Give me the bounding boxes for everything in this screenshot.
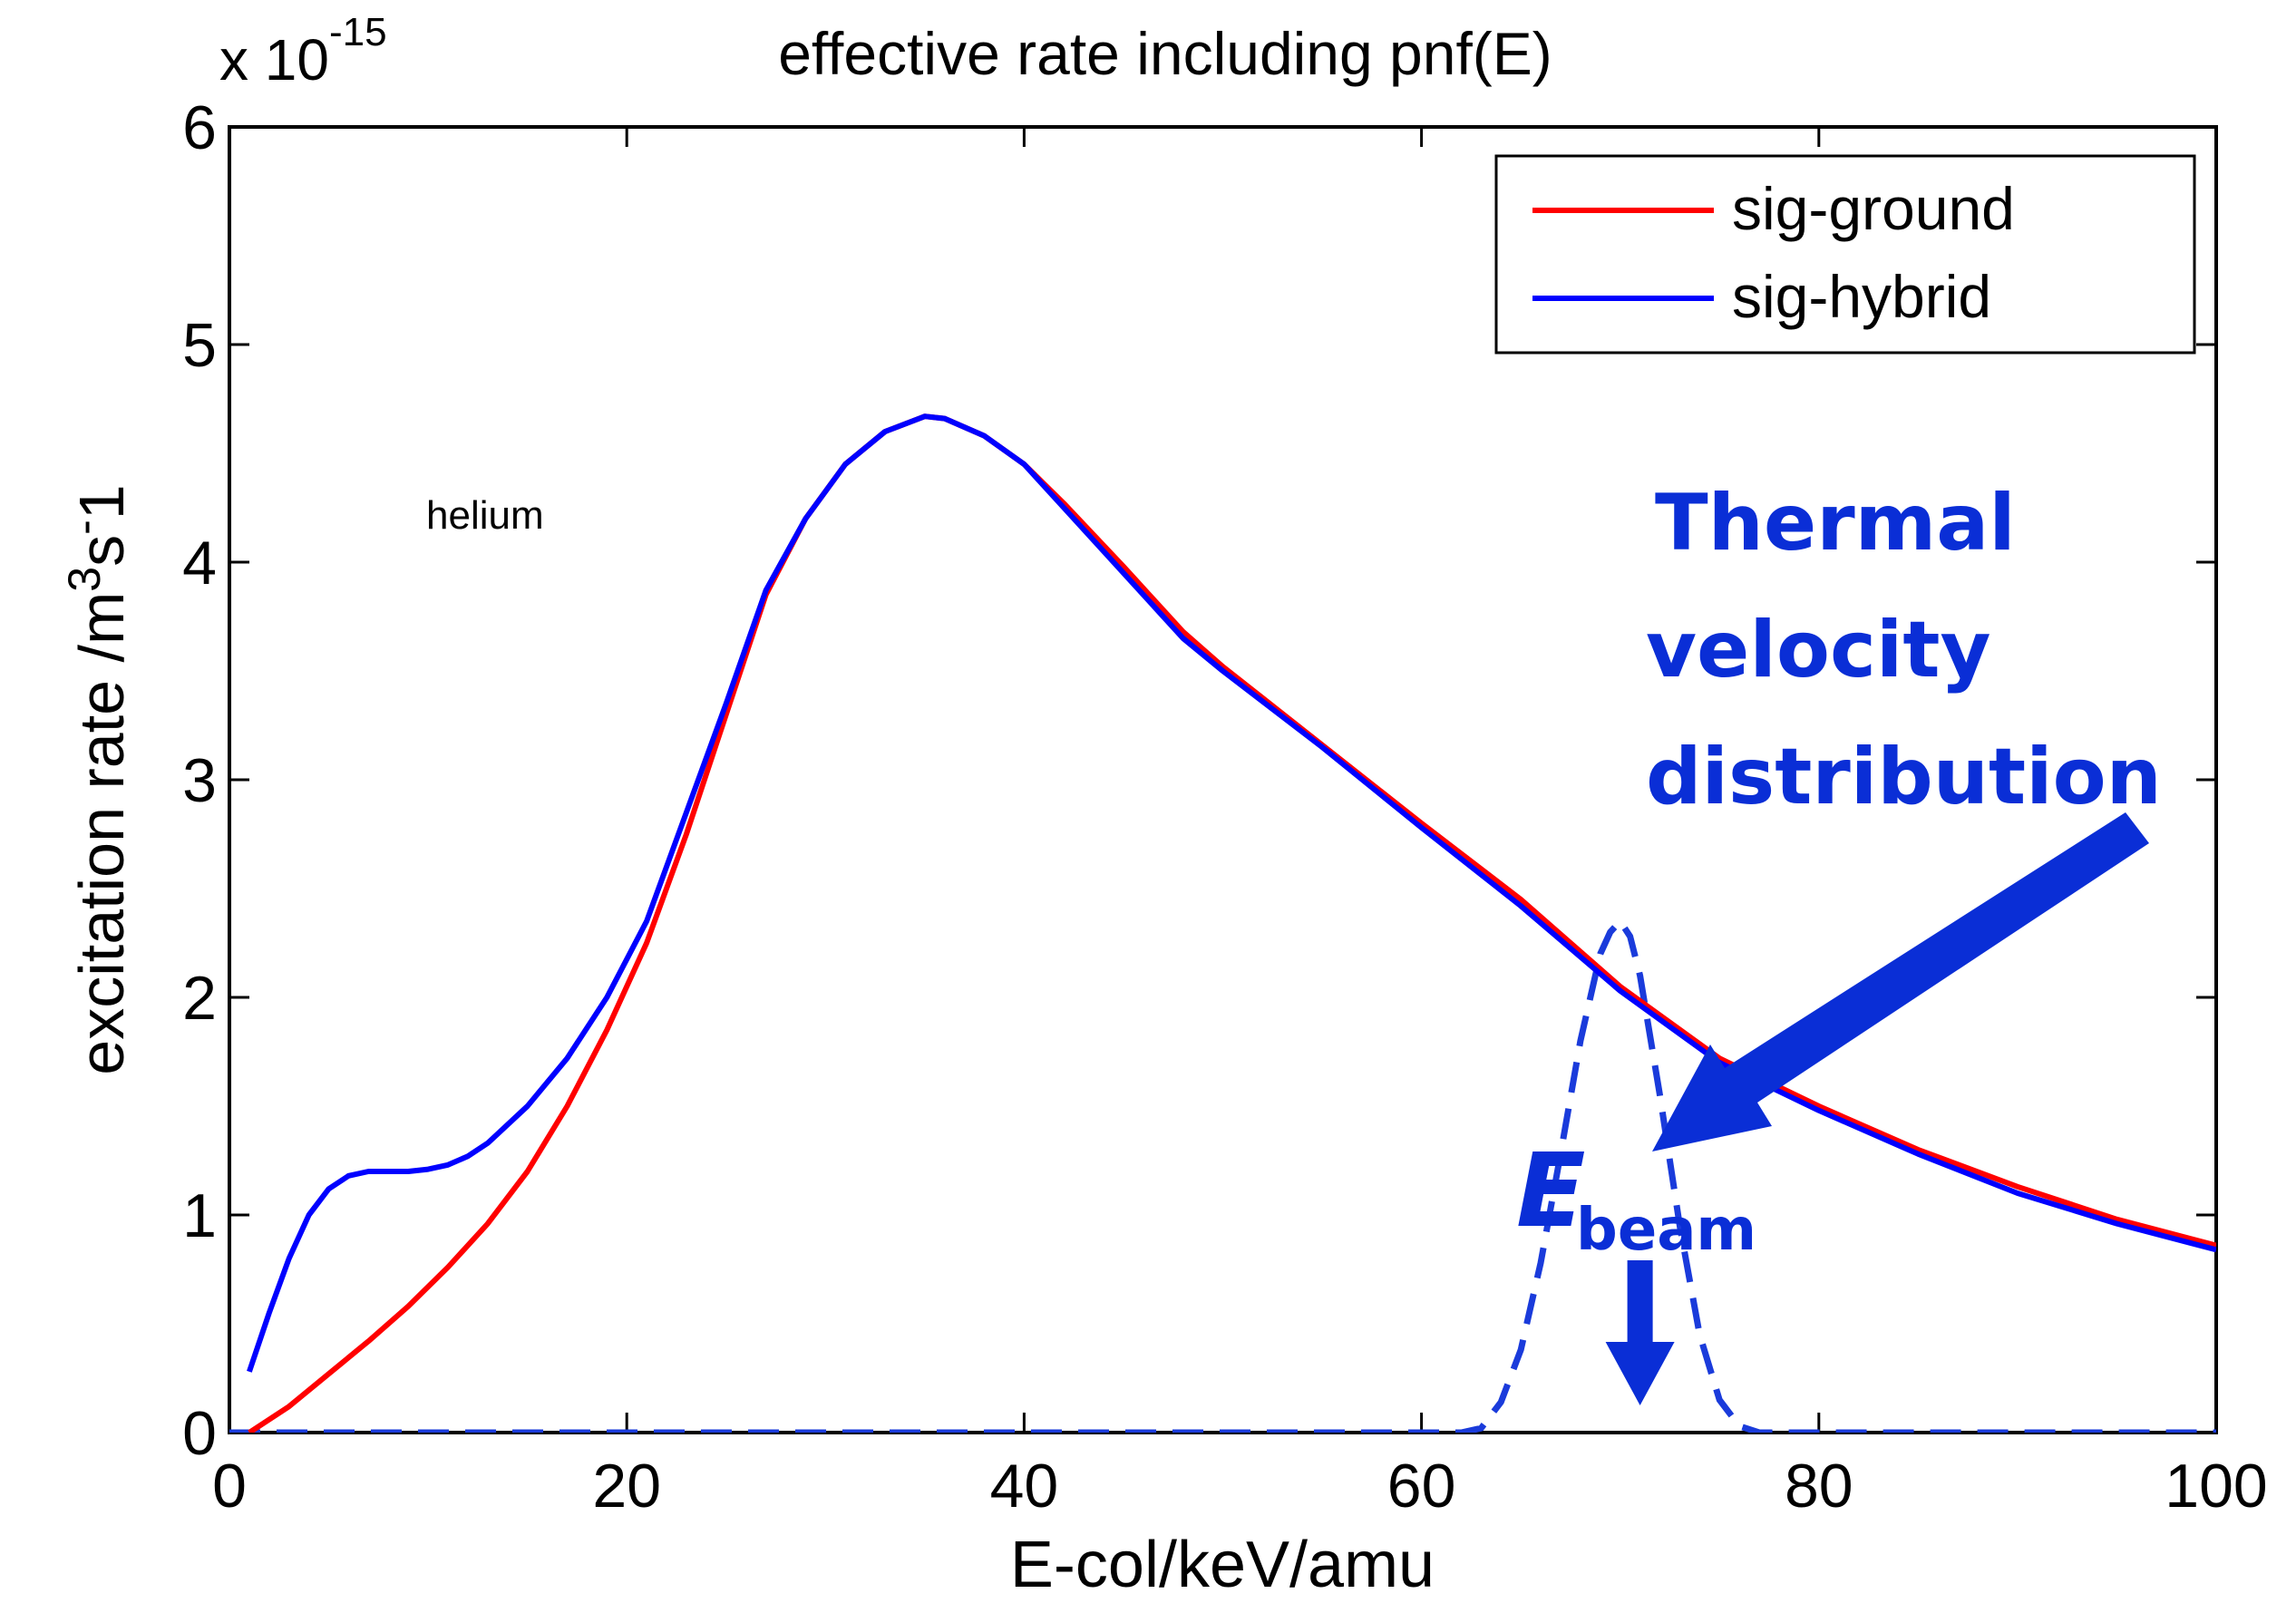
y-tick-label: 3 <box>182 746 217 815</box>
series-sig-hybrid <box>247 413 2216 1373</box>
y-tick-label: 2 <box>182 964 217 1033</box>
series-layer <box>229 413 2216 1433</box>
annotation-helium: helium <box>426 493 544 538</box>
legend-box <box>1494 154 2196 355</box>
ebeam-arrow-shaft <box>1627 1260 1653 1346</box>
ebeam-label: E beam <box>1516 1132 1756 1264</box>
legend: sig-ground sig-hybrid <box>1494 154 2196 355</box>
legend-label-ground: sig-ground <box>1732 175 2015 242</box>
annotation-thermal: Thermal velocity distribution <box>1646 478 2162 822</box>
y-multiplier: x 10-15 <box>219 10 387 92</box>
y-multiplier-base: x 10 <box>219 27 329 92</box>
y-axis-label: excitation rate /m3s-1 <box>59 484 137 1074</box>
y-axis-label-tail: 1 <box>66 484 137 520</box>
y-multiplier-exp: -15 <box>329 10 387 54</box>
chart-title: effective rate including pnf(E) <box>778 20 1552 87</box>
legend-label-hybrid: sig-hybrid <box>1732 263 1991 330</box>
y-axis-label-base: excitation rate /m <box>66 592 137 1075</box>
x-tick-label: 60 <box>1387 1452 1456 1521</box>
y-tick-label: 0 <box>182 1399 217 1468</box>
axis-tick-labels: 0 20 40 60 80 100 0 1 2 3 4 5 6 <box>182 93 2268 1521</box>
x-tick-label: 0 <box>212 1452 247 1521</box>
ebeam-main: E <box>1516 1132 1586 1250</box>
x-tick-label: 40 <box>990 1452 1059 1521</box>
annotation-thermal-line1: Thermal <box>1655 478 2016 568</box>
x-axis-label: E-col/keV/amu <box>1010 1529 1435 1601</box>
y-tick-label: 5 <box>182 311 217 380</box>
series-sig-ground <box>248 413 2216 1433</box>
y-axis-label-sup2: - <box>59 520 110 535</box>
y-axis-label-sup1: 3 <box>59 567 110 592</box>
y-tick-label: 6 <box>182 93 217 162</box>
annotation-thermal-line2: velocity <box>1646 605 1991 695</box>
y-tick-label: 1 <box>182 1181 217 1250</box>
ebeam-arrow-head <box>1605 1342 1675 1405</box>
y-tick-label: 4 <box>182 529 217 598</box>
x-tick-label: 80 <box>1785 1452 1853 1521</box>
annotation-thermal-line3: distribution <box>1646 732 2162 822</box>
thermal-arrow <box>1652 812 2149 1151</box>
x-tick-label: 100 <box>2165 1452 2267 1521</box>
x-tick-label: 20 <box>592 1452 661 1521</box>
y-axis-label-mid: s <box>66 535 137 567</box>
series-thermal-velocity-distribution <box>229 918 2216 1433</box>
ebeam-sub: beam <box>1576 1197 1756 1264</box>
ebeam-arrow <box>1605 1260 1675 1405</box>
